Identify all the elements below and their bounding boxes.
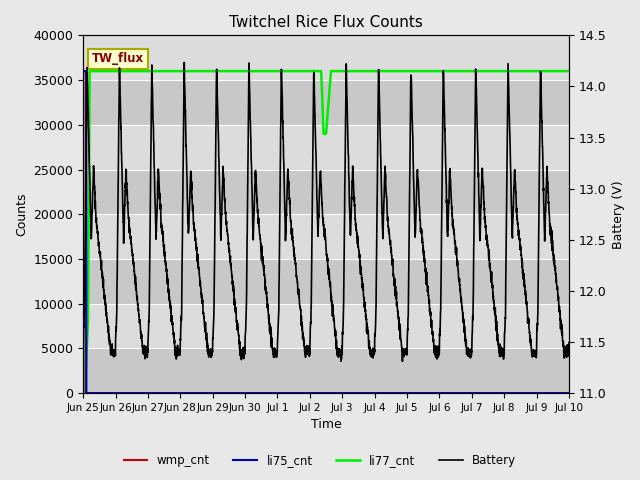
Bar — [83, 80, 569, 125]
Bar — [83, 125, 569, 169]
Y-axis label: Counts: Counts — [15, 192, 28, 236]
X-axis label: Time: Time — [310, 419, 341, 432]
Bar — [83, 259, 569, 304]
Text: TW_flux: TW_flux — [92, 52, 144, 65]
Bar — [83, 36, 569, 80]
Bar — [83, 169, 569, 214]
Title: Twitchel Rice Flux Counts: Twitchel Rice Flux Counts — [229, 15, 423, 30]
Legend: wmp_cnt, li75_cnt, li77_cnt, Battery: wmp_cnt, li75_cnt, li77_cnt, Battery — [119, 449, 521, 472]
Bar — [83, 214, 569, 259]
Bar — [83, 348, 569, 393]
Bar — [83, 304, 569, 348]
Y-axis label: Battery (V): Battery (V) — [612, 180, 625, 249]
